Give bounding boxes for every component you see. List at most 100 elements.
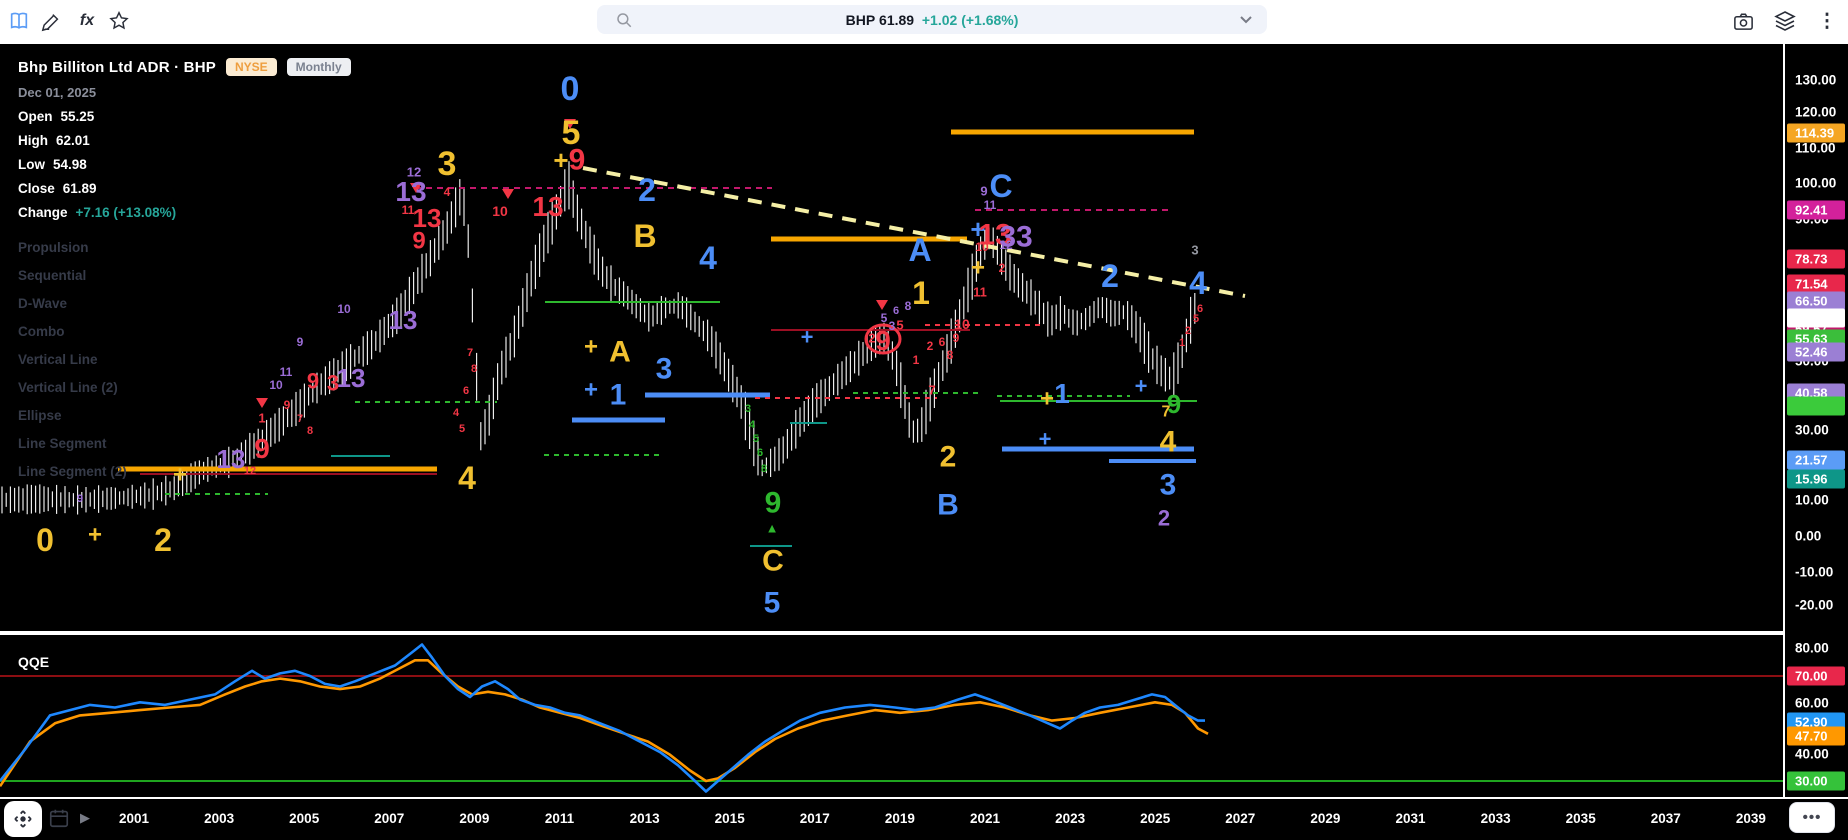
year-label[interactable]: 2001 — [118, 811, 150, 826]
year-label[interactable]: 2037 — [1650, 811, 1681, 826]
wave-label: 6 — [463, 385, 469, 397]
fx-icon[interactable]: fx — [79, 12, 95, 29]
price-scale[interactable]: 130.00120.00110.00100.0090.0050.0030.001… — [1785, 44, 1848, 796]
indicator-item-combo[interactable]: Combo — [18, 324, 65, 339]
indicator-item-vertical-line-2-[interactable]: Vertical Line (2) — [18, 380, 118, 395]
year-label[interactable]: 2013 — [629, 811, 660, 826]
year-label[interactable]: 2023 — [1055, 811, 1086, 826]
play-forward-icon[interactable]: ▶ — [80, 810, 90, 825]
year-label[interactable]: 2007 — [374, 811, 405, 826]
price-tick: 80.00 — [1795, 640, 1829, 656]
year-label[interactable]: 2027 — [1225, 811, 1256, 826]
indicator-item-line-segment-2-[interactable]: Line Segment (2) — [18, 464, 127, 479]
star-icon[interactable] — [106, 8, 132, 34]
wave-label: A — [908, 232, 931, 268]
pane-divider[interactable] — [0, 631, 1848, 635]
calendar-icon[interactable] — [48, 807, 70, 829]
axis-more-button[interactable]: ••• — [1789, 802, 1835, 833]
wave-label: + — [801, 325, 814, 350]
indicator-item-d-wave[interactable]: D-Wave — [18, 296, 68, 311]
indicator-item-propulsion[interactable]: Propulsion — [18, 240, 89, 255]
wave-label: 13 — [413, 203, 442, 233]
wave-label: 1 — [1179, 337, 1185, 349]
year-label[interactable]: 2021 — [969, 811, 1001, 826]
wave-label: 11 — [402, 203, 415, 217]
indicator-item-vertical-line[interactable]: Vertical Line — [18, 352, 98, 367]
price-tick: 10.00 — [1795, 492, 1829, 508]
price-tick: 0.00 — [1795, 528, 1822, 544]
symbol-search-bar[interactable]: BHP 61.89 +1.02 (+1.68%) — [597, 5, 1267, 34]
wave-label: 5 — [562, 114, 581, 152]
chart-legend: Bhp Billiton Ltd ADR · BHP NYSE Monthly … — [18, 58, 351, 486]
book-open-icon[interactable] — [6, 8, 32, 34]
qqe-indicator-label[interactable]: QQE — [18, 654, 50, 670]
wave-label: 4 — [749, 419, 756, 431]
wave-label: B — [937, 489, 959, 522]
year-label[interactable]: 2003 — [204, 811, 235, 826]
wave-label: 4 — [1189, 265, 1207, 301]
wave-label: + — [584, 333, 598, 360]
year-label[interactable]: 2011 — [544, 811, 575, 826]
wave-label: C — [762, 545, 784, 578]
pencil-icon[interactable] — [38, 8, 64, 34]
year-label[interactable]: 2009 — [459, 811, 490, 826]
wave-label: + — [970, 214, 985, 244]
wave-label: 2 — [927, 339, 934, 353]
wave-label: + — [584, 376, 598, 403]
wave-label: 1 — [913, 353, 920, 367]
year-label[interactable]: 2029 — [1310, 811, 1341, 826]
wave-label: + — [88, 521, 102, 548]
price-tick: 120.00 — [1795, 104, 1837, 120]
time-axis[interactable]: ▶ ••• 2001 2003 2005 2007 2009 2011 2013 2015 20… — [0, 799, 1848, 840]
qqe-main-line — [0, 643, 1205, 793]
year-label[interactable]: 2033 — [1480, 811, 1511, 826]
year-label[interactable]: 2039 — [1735, 811, 1766, 826]
high-row: High 62.01 — [18, 133, 90, 148]
indicator-item-line-segment[interactable]: Line Segment — [18, 436, 107, 451]
close-row: Close 61.89 — [18, 181, 97, 196]
year-label[interactable]: 2019 — [884, 811, 915, 826]
wave-label: 10 — [954, 316, 970, 332]
scale-divider[interactable] — [1783, 44, 1785, 840]
wave-label: 3 — [656, 353, 673, 386]
wave-label: 8 — [471, 363, 477, 375]
wave-label: 9 — [1167, 389, 1181, 419]
camera-icon[interactable] — [1730, 8, 1756, 34]
wave-label: 9 — [77, 493, 83, 505]
wave-label: 12 — [407, 165, 421, 180]
wave-label: 5 — [1193, 313, 1199, 325]
year-label[interactable]: 2025 — [1140, 811, 1171, 826]
price-tick: -20.00 — [1795, 597, 1834, 613]
wave-label: 6 — [893, 305, 899, 317]
wave-label: 9 — [875, 325, 891, 356]
wave-label: B — [633, 218, 656, 254]
pan-mode-button[interactable] — [4, 801, 42, 837]
layers-icon[interactable] — [1772, 8, 1798, 34]
wave-label: 13 — [389, 305, 418, 335]
year-label[interactable]: 2035 — [1565, 811, 1596, 826]
indicator-item-ellipse[interactable]: Ellipse — [18, 408, 62, 423]
symbol-quote: BHP 61.89 +1.02 (+1.68%) — [845, 11, 1019, 28]
wave-label: 5 — [764, 587, 781, 620]
wave-label: 13 — [395, 176, 426, 207]
chevron-down-icon[interactable] — [1239, 14, 1253, 26]
indicator-item-sequential[interactable]: Sequential — [18, 268, 87, 283]
year-label[interactable]: 2005 — [289, 811, 320, 826]
sell-marker-icon — [410, 183, 422, 193]
year-label[interactable]: 2017 — [799, 811, 830, 826]
wave-label: 6 — [757, 447, 763, 459]
wave-label: 5 — [459, 423, 465, 435]
indicator-list: Propulsion Sequential D-Wave Combo Vertical … — [18, 234, 351, 486]
price-badge: 47.70 — [1787, 726, 1845, 746]
wave-label: 5 — [881, 311, 888, 325]
year-label[interactable]: 2015 — [714, 811, 745, 826]
level-line — [582, 166, 1246, 298]
ellipse-drawing[interactable] — [864, 323, 902, 355]
wave-label: 3 — [889, 319, 896, 333]
wave-label: 33 — [999, 221, 1032, 254]
year-label[interactable]: 2031 — [1395, 811, 1426, 826]
chart-area[interactable]: 0 +2 +4 3 0 5 +9 2 B 4 + A 3 +1 9 ▲ C 5 A 1 C +13 33 +2 4 3 2 B +1 +9… — [0, 44, 1848, 840]
wave-label: 1 — [1054, 378, 1070, 409]
kebab-menu-icon[interactable]: ⋮ — [1817, 10, 1837, 32]
top-toolbar: fx BHP 61.89 +1.02 (+1.68%) ⋮ — [0, 0, 1848, 44]
